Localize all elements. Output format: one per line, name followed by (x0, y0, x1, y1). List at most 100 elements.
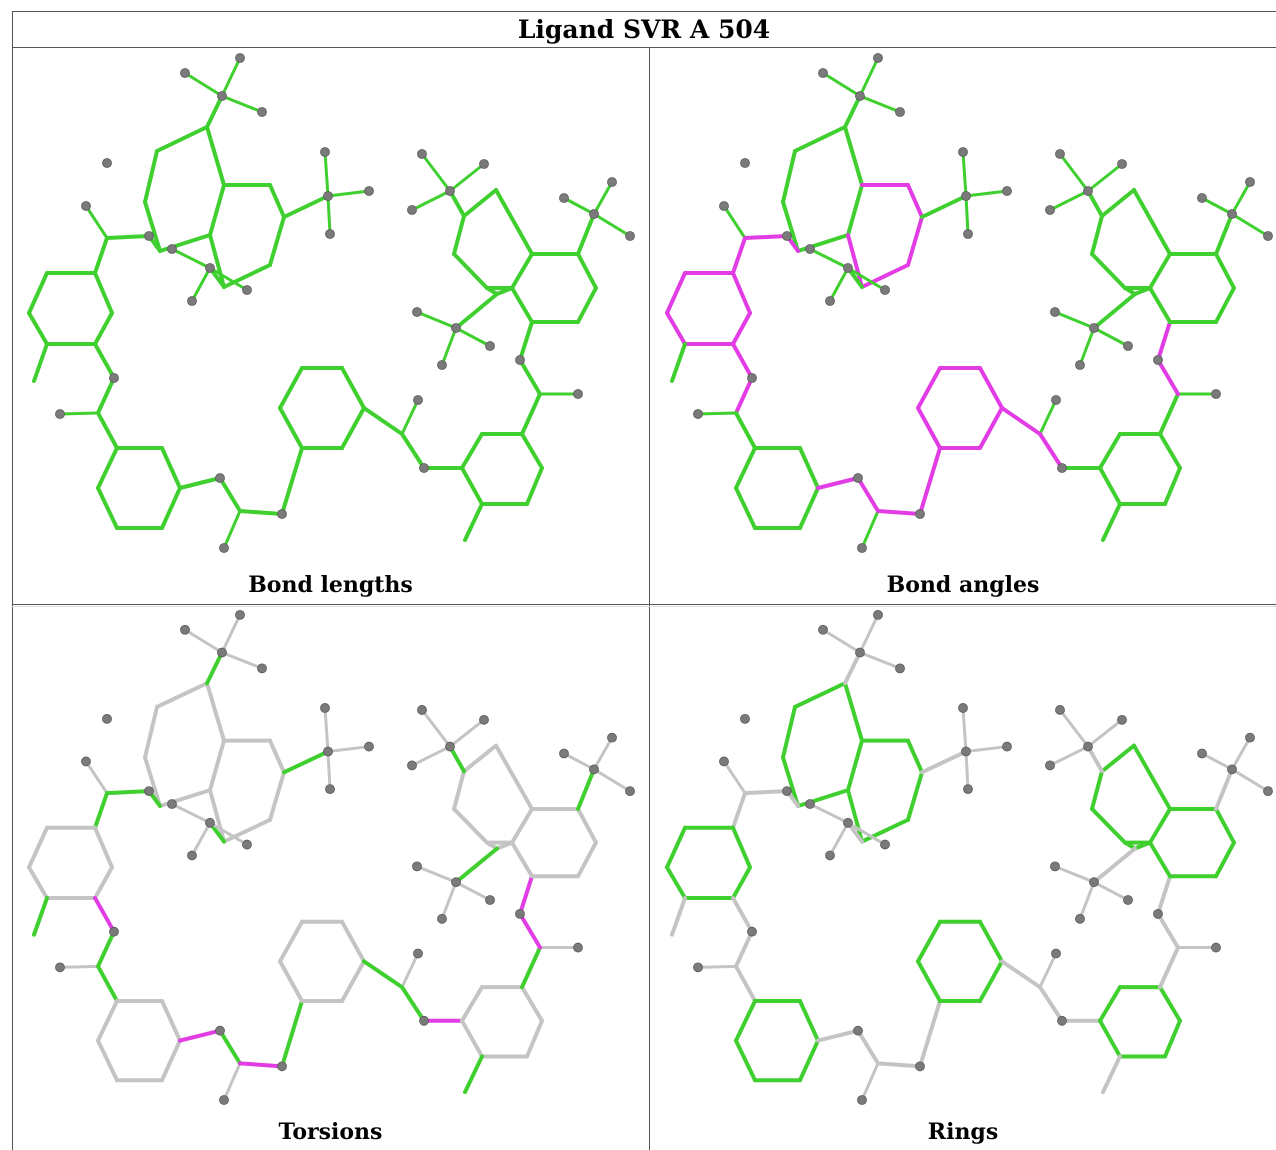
atom-m5 (1083, 741, 1093, 752)
bond-m2-m2h1 (961, 706, 968, 754)
bond-s1-c1 (105, 234, 151, 240)
atom-m5h3 (407, 760, 417, 771)
atom-m1h3 (895, 107, 905, 117)
bond-s6-b1 (1156, 320, 1172, 362)
bond-c3-c3h (860, 509, 880, 550)
atom-m1h3 (895, 663, 905, 674)
panel-bond-angles: Bond angles (650, 48, 1276, 604)
atom-m5 (445, 741, 455, 752)
bond-m1-m1h3 (220, 94, 264, 114)
atom-s6 (515, 355, 525, 365)
bond-r4f-c5 (1158, 945, 1180, 990)
bond-b2-b3 (1148, 252, 1172, 290)
bond-s2-c2 (734, 376, 754, 415)
bond-r3e-r3f (978, 959, 1004, 1003)
bond-a1-a2 (155, 681, 209, 709)
bond-m1-m1h2 (220, 56, 242, 98)
bond-c2-r2a (734, 411, 757, 450)
atom-m3h3 (880, 285, 890, 295)
bond-m3-m3h2 (828, 821, 850, 857)
bond-c2-c2h (696, 964, 738, 969)
atom-m3h2 (825, 850, 835, 861)
row-divider (12, 604, 1276, 605)
bond-m6-m6h3 (1078, 326, 1096, 367)
atom-m5h2 (479, 159, 489, 169)
atom-m6h3 (437, 360, 447, 370)
bond-b11-m6 (454, 846, 499, 885)
atom-m2h1 (958, 147, 968, 157)
bond-c3-c3h (860, 1061, 880, 1102)
bond-m1-m1h3 (858, 651, 902, 670)
atom-m3h3 (242, 285, 252, 295)
bond-c5-s6 (1156, 358, 1180, 396)
bond-c3-s4 (238, 1061, 284, 1069)
bond-m5-m5h3 (410, 189, 452, 212)
atom-s3 (853, 1025, 863, 1036)
bond-c2-r2a (96, 964, 119, 1003)
atom-m3 (843, 263, 853, 273)
bond-r3d-r3e (340, 919, 366, 964)
atom-c3h (219, 1095, 229, 1105)
atom-s4 (915, 1061, 925, 1072)
bond-r1e-r1f (93, 311, 114, 346)
bond-m1-m1h1 (821, 628, 862, 655)
bond-s3-c3 (218, 1028, 242, 1066)
atom-m1 (217, 647, 227, 658)
atom-m4h2 (1245, 177, 1255, 187)
atom-m3h2 (187, 296, 197, 306)
bond-s6-b1 (518, 320, 534, 362)
bond-a3-a4 (143, 200, 162, 253)
bond-a9-m2 (920, 749, 968, 775)
bond-m6-m6h3 (1078, 880, 1096, 921)
bond-c4-c4h (400, 951, 420, 989)
atom-m2h2 (364, 741, 374, 752)
bond-b8-b9 (1090, 769, 1104, 811)
bond-b7-b8 (1090, 252, 1127, 290)
bond-a5-a6 (846, 738, 864, 793)
bond-r1b-r1c (27, 825, 49, 870)
bond-r4f-c5 (520, 945, 542, 990)
bond-r4c-me4 (463, 502, 484, 542)
atom-m2 (323, 191, 333, 201)
bond-m1-m1h1 (821, 71, 862, 98)
bond-a1-a2 (793, 125, 847, 153)
bond-r1c-r1d (27, 311, 49, 346)
bond-a3-a4 (143, 755, 162, 808)
atom-m2h3 (325, 784, 335, 795)
bond-s2-c2 (734, 929, 754, 969)
bond-a1-m1 (205, 94, 224, 129)
atom-m1 (855, 647, 865, 658)
atom-m1h1 (818, 68, 828, 78)
bond-r4f-c5 (1158, 392, 1180, 436)
bond-m4-m4h1 (562, 752, 596, 771)
bond-r4c-me4 (1101, 502, 1122, 542)
bond-r2b-r2c (734, 486, 757, 530)
bond-m5-m5h1 (420, 152, 452, 193)
bond-a6-a1 (843, 681, 864, 743)
bond-r3b-r3c (278, 919, 304, 964)
bond-c2-c2h (696, 411, 738, 416)
atom-c3h (219, 543, 229, 553)
atom-m1 (855, 91, 865, 101)
atom-s4 (915, 509, 925, 519)
bond-a2-a3 (781, 704, 797, 760)
bond-r1e-r1f (93, 865, 114, 901)
bond-r4c-me4 (463, 1054, 484, 1095)
bond-b11-b2 (1133, 840, 1152, 851)
atom-m5h1 (417, 705, 427, 715)
bond-m2-m2h2 (326, 189, 371, 198)
bond-b4-b5 (1214, 252, 1236, 290)
bond-m6-m6h1 (415, 310, 458, 330)
bond-r1f-r1a (731, 271, 752, 315)
bond-c3-c3h (222, 1061, 242, 1102)
bond-b8-b9 (452, 214, 466, 256)
atom-m5 (445, 186, 455, 196)
bond-r4f-c5 (520, 392, 542, 436)
bond-r1e-s2 (93, 896, 116, 934)
bond-r1c-r1d (27, 865, 49, 901)
atom-m1h3 (257, 663, 267, 674)
atom-c1h (81, 201, 91, 211)
atom-m4h1 (1197, 193, 1207, 203)
bond-a3-a4 (781, 200, 800, 253)
atom-m5h1 (1055, 705, 1065, 715)
